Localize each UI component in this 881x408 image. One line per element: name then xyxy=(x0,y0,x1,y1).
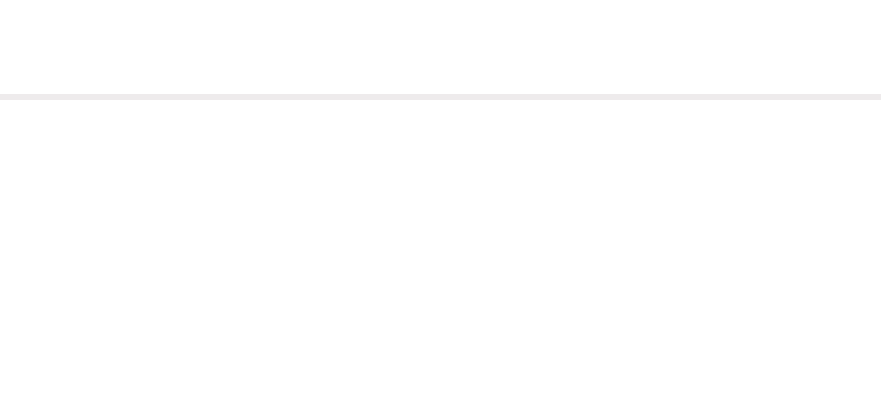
content-area xyxy=(0,100,881,408)
header-area xyxy=(0,0,881,94)
horizontal-divider xyxy=(0,94,881,100)
